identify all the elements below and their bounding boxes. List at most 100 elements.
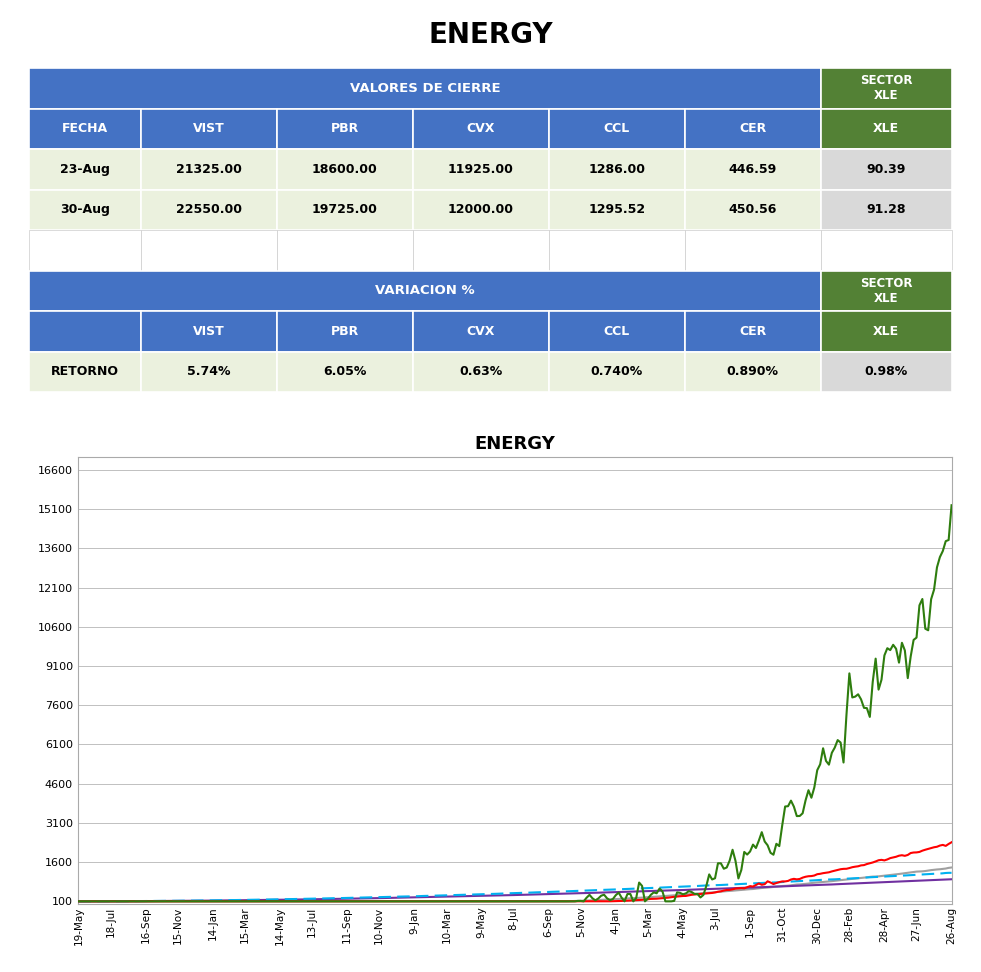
CER <box>593 885 604 896</box>
Text: VIST: VIST <box>193 122 225 135</box>
CCL <box>607 886 619 898</box>
CCL <box>593 886 604 898</box>
PBR <box>808 870 820 882</box>
Bar <box>820 109 952 149</box>
CER <box>946 867 957 879</box>
CCL <box>73 895 84 907</box>
CVX <box>607 893 619 905</box>
Bar <box>685 190 820 230</box>
Line: CVX: CVX <box>78 867 952 901</box>
Text: 6.05%: 6.05% <box>323 365 367 378</box>
Bar <box>29 311 141 352</box>
Text: 0.890%: 0.890% <box>727 365 779 378</box>
CVX <box>946 861 957 873</box>
Text: SECTOR
XLE: SECTOR XLE <box>859 74 912 102</box>
VIST <box>76 895 87 907</box>
Text: 12000.00: 12000.00 <box>447 203 514 217</box>
PBR <box>593 895 604 907</box>
Text: 23-Aug: 23-Aug <box>60 162 110 176</box>
Bar <box>685 230 820 270</box>
Bar <box>277 352 413 392</box>
CER <box>864 872 876 884</box>
Bar <box>820 230 952 270</box>
CER <box>73 895 84 907</box>
VIST <box>593 892 604 904</box>
Text: CCL: CCL <box>603 325 630 338</box>
Bar <box>548 149 685 190</box>
Text: XLE: XLE <box>873 325 900 338</box>
Bar <box>548 190 685 230</box>
Line: PBR: PBR <box>78 843 952 901</box>
Bar <box>141 149 277 190</box>
Bar <box>685 352 820 392</box>
Text: FECHA: FECHA <box>62 122 108 135</box>
Bar <box>413 109 548 149</box>
Text: RETORNO: RETORNO <box>51 365 120 378</box>
CER <box>590 885 601 896</box>
PBR <box>864 857 876 869</box>
CVX <box>73 895 84 907</box>
Bar <box>277 109 413 149</box>
VIST <box>619 895 631 907</box>
CCL <box>808 880 820 891</box>
VIST <box>946 500 957 511</box>
Text: 0.63%: 0.63% <box>459 365 502 378</box>
Bar <box>277 311 413 352</box>
Bar <box>548 311 685 352</box>
VIST <box>867 677 879 688</box>
Bar <box>820 311 952 352</box>
Text: CVX: CVX <box>467 122 495 135</box>
Text: 5.74%: 5.74% <box>187 365 231 378</box>
PBR <box>607 895 619 907</box>
PBR <box>590 895 601 907</box>
Line: VIST: VIST <box>78 505 952 901</box>
Bar <box>820 352 952 392</box>
Text: VARIACION %: VARIACION % <box>375 284 475 297</box>
Bar <box>141 230 277 270</box>
Text: 18600.00: 18600.00 <box>312 162 378 176</box>
CCL <box>946 874 957 885</box>
Text: 19725.00: 19725.00 <box>312 203 378 217</box>
Bar <box>29 109 141 149</box>
Text: 1295.52: 1295.52 <box>589 203 645 217</box>
PBR <box>76 895 87 907</box>
Text: 11925.00: 11925.00 <box>448 162 514 176</box>
Bar <box>685 311 820 352</box>
Text: 90.39: 90.39 <box>866 162 905 176</box>
Text: 446.59: 446.59 <box>729 162 777 176</box>
VIST <box>73 895 84 907</box>
Bar <box>29 190 141 230</box>
VIST <box>607 893 619 905</box>
VIST <box>590 894 601 906</box>
Text: 22550.00: 22550.00 <box>176 203 242 217</box>
Bar <box>548 109 685 149</box>
CER <box>808 875 820 886</box>
Bar <box>141 190 277 230</box>
Bar <box>141 311 277 352</box>
Bar <box>141 352 277 392</box>
Bar <box>141 109 277 149</box>
CCL <box>76 895 87 907</box>
CER <box>76 895 87 907</box>
Bar <box>820 149 952 190</box>
Bar <box>29 352 141 392</box>
Text: VIST: VIST <box>193 325 225 338</box>
Text: 30-Aug: 30-Aug <box>60 203 110 217</box>
Bar <box>413 190 548 230</box>
CVX <box>76 895 87 907</box>
Text: 1286.00: 1286.00 <box>589 162 645 176</box>
Bar <box>413 311 548 352</box>
Bar <box>413 230 548 270</box>
Text: ENERGY: ENERGY <box>428 20 553 49</box>
Bar <box>29 270 820 311</box>
Bar <box>820 68 952 109</box>
Text: 450.56: 450.56 <box>729 203 777 217</box>
Text: PBR: PBR <box>331 325 359 338</box>
CER <box>607 884 619 895</box>
Text: CER: CER <box>739 325 766 338</box>
CCL <box>864 877 876 888</box>
Bar <box>277 149 413 190</box>
Bar <box>413 149 548 190</box>
Text: PBR: PBR <box>331 122 359 135</box>
Text: 0.740%: 0.740% <box>591 365 643 378</box>
